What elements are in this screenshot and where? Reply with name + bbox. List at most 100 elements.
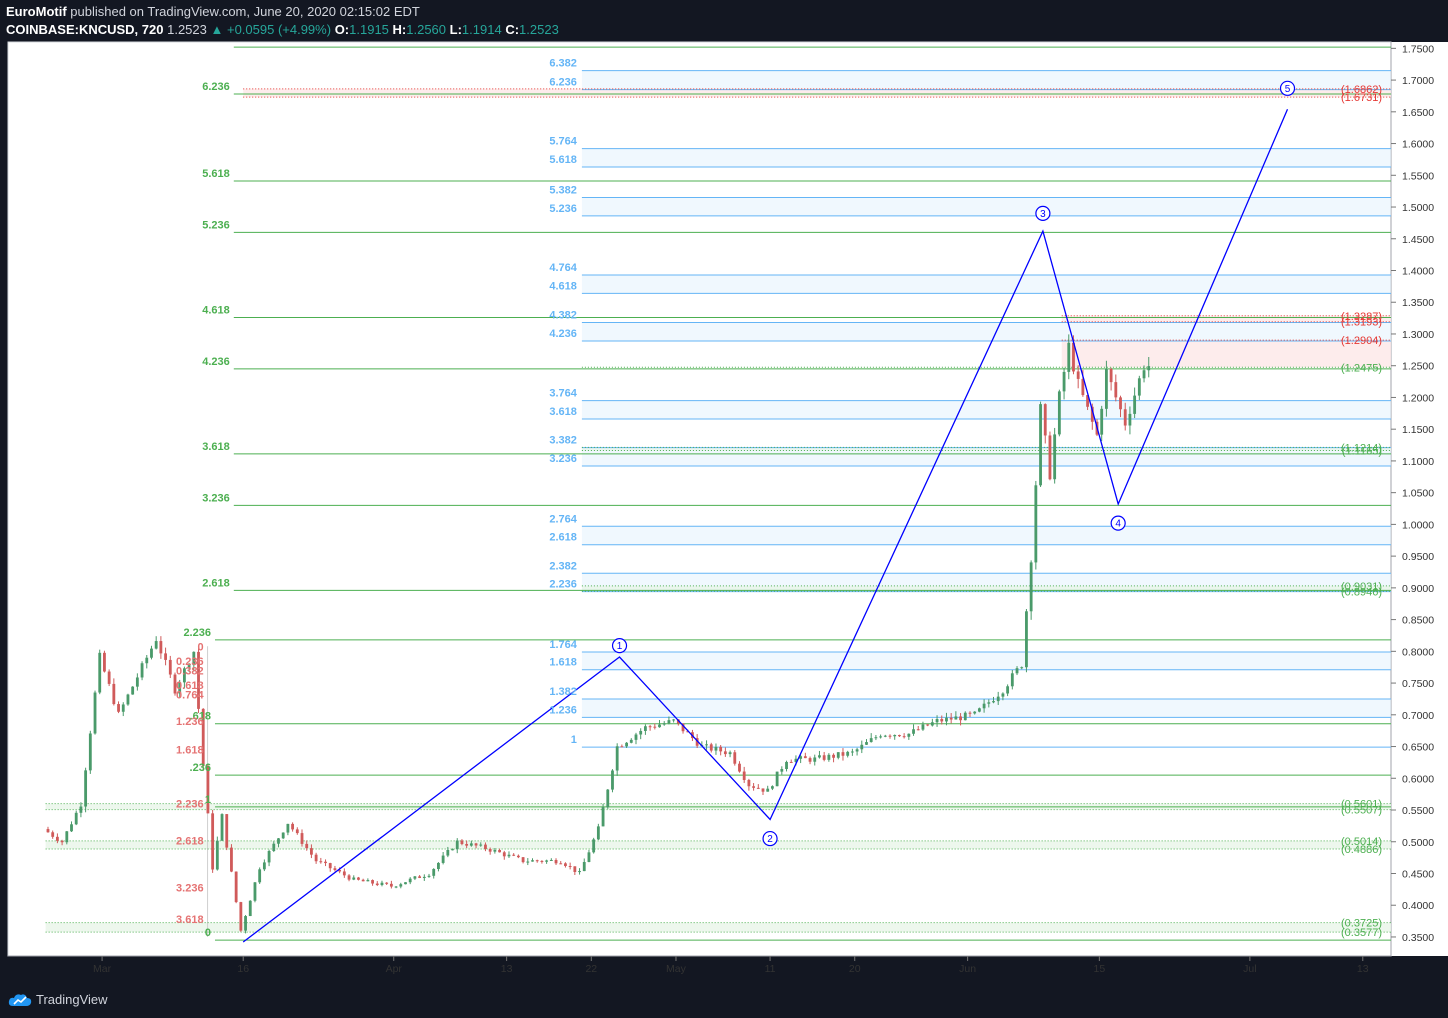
candle-body (888, 735, 892, 737)
candle-body (738, 763, 741, 772)
candle-body (629, 739, 633, 743)
close-label: C: (505, 22, 520, 37)
time-tick-label: 16 (237, 963, 249, 975)
candle-body (1081, 378, 1085, 396)
candle-body (267, 850, 271, 863)
candle-body (88, 733, 92, 771)
candle-body (51, 832, 55, 837)
price-tick-label: 0.5000 (1402, 837, 1434, 849)
candle-body (1119, 397, 1122, 410)
candle-body (827, 754, 831, 760)
candle-body (1123, 409, 1127, 426)
time-tick-label: Mar (93, 963, 112, 975)
candle-body (568, 866, 572, 868)
candle-body (545, 860, 549, 862)
candle-body (159, 641, 163, 654)
candle-body (460, 840, 464, 845)
candle-body (361, 879, 365, 882)
candle-body (761, 788, 765, 792)
candle-body (413, 876, 417, 879)
symbol-label[interactable]: COINBASE:KNCUSD, 720 (6, 22, 164, 37)
candle-body (112, 683, 116, 705)
candle-body (521, 857, 525, 863)
fib-blue-label: 2.618 (549, 532, 577, 544)
low-value: 1.1914 (461, 22, 502, 37)
candle-body (865, 742, 868, 745)
level-label: (0.5507) (1341, 805, 1382, 817)
candle-body (898, 735, 901, 737)
fib-blue-band (581, 447, 1391, 466)
price-tick-label: 0.9500 (1402, 551, 1434, 563)
candle-body (310, 848, 313, 855)
candle-body (1100, 408, 1104, 435)
level-label: (0.8946) (1341, 586, 1382, 598)
price-tick-label: 0.7000 (1402, 710, 1434, 722)
level-label: (1.6862) (1341, 84, 1382, 96)
candle-body (794, 758, 798, 763)
candle-body (135, 677, 139, 687)
price-tick-label: 0.7500 (1402, 678, 1434, 690)
fib-blue-label: 5.618 (549, 154, 577, 166)
candle-body (342, 871, 346, 876)
candle-body (380, 882, 384, 886)
time-tick-label: 15 (1094, 963, 1106, 975)
level-band (1061, 315, 1391, 322)
candle-body (869, 738, 873, 743)
candle-body (262, 862, 266, 870)
candle-body (347, 875, 351, 880)
fib-red-label: 0.382 (176, 665, 204, 677)
price-axis[interactable] (1391, 42, 1448, 956)
candle-body (465, 844, 469, 846)
fib-blue-label: 4.382 (549, 310, 577, 322)
level-label: (1.3193) (1341, 317, 1382, 329)
candle-body (1053, 434, 1057, 480)
candle-body (874, 737, 878, 739)
candle-body (658, 724, 661, 728)
last-price: 1.2523 (167, 22, 207, 37)
candle-body (582, 862, 586, 872)
candle-body (220, 814, 224, 841)
candle-body (422, 876, 426, 878)
fib-blue-band (581, 322, 1391, 341)
candle-body (126, 694, 130, 705)
candle-body (281, 832, 285, 839)
candle-body (516, 855, 520, 858)
candle-body (103, 652, 106, 672)
candle-body (728, 752, 732, 755)
price-tick-label: 0.8500 (1402, 615, 1434, 627)
level-label: (1.2904) (1341, 335, 1382, 347)
fib-green-label: 2.236 (183, 627, 211, 639)
candle-body (1057, 391, 1061, 435)
author-name[interactable]: EuroMotif (6, 4, 67, 19)
tradingview-logo[interactable]: TradingView (8, 992, 108, 1007)
fib-blue-label: 1.618 (549, 657, 577, 669)
candle-body (1048, 435, 1052, 480)
candle-body (554, 859, 558, 864)
candle-body (643, 726, 647, 731)
fib-blue-label: 2.764 (549, 513, 577, 525)
candle-body (803, 756, 807, 759)
candle-body (949, 717, 953, 720)
candle-body (173, 674, 177, 694)
fib-blue-band (581, 651, 1391, 670)
fib-green-label: 0 (205, 927, 211, 939)
candle-body (620, 746, 624, 748)
footer-bar: TradingView (0, 982, 1448, 1018)
level-label: (0.3725) (1341, 918, 1382, 930)
candle-body (479, 844, 483, 846)
candle-body (366, 880, 370, 882)
publish-line: EuroMotif published on TradingView.com, … (6, 4, 420, 19)
close-value: 1.2523 (519, 22, 559, 37)
fib-blue-label: 3.764 (549, 388, 577, 400)
candle-body (1062, 371, 1066, 392)
fib-blue-band (581, 70, 1391, 90)
level-label: (0.4886) (1341, 844, 1382, 856)
candle-body (766, 788, 770, 792)
price-tick-label: 1.2000 (1402, 392, 1434, 404)
candle-body (963, 712, 967, 721)
time-tick-label: 11 (765, 963, 776, 975)
fib-blue-label: 3.618 (549, 406, 577, 418)
level-band (1061, 340, 1391, 368)
candle-body (992, 701, 995, 703)
